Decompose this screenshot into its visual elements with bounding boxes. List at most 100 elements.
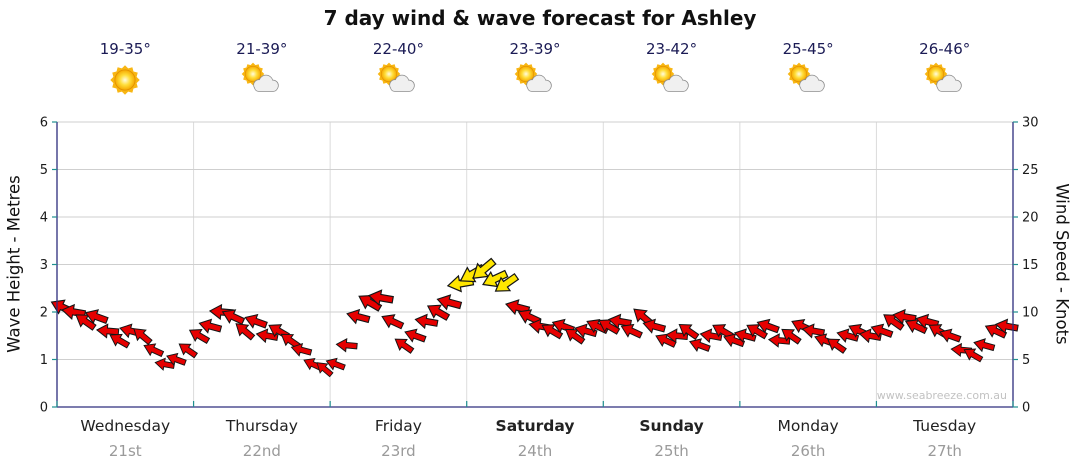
wind-arrow — [939, 328, 962, 343]
day-name-label: Saturday — [496, 417, 575, 435]
page-title: 7 day wind & wave forecast for Ashley — [323, 6, 757, 30]
wind-arrow — [870, 323, 894, 339]
wind-arrow — [746, 324, 768, 340]
sun-behind-cloud-icon — [924, 62, 962, 92]
wind-arrow — [280, 333, 301, 350]
wind-arrow — [166, 352, 187, 366]
right-axis-tick-label: 25 — [1022, 163, 1039, 178]
wind-arrow — [109, 333, 131, 349]
cloud-icon — [935, 74, 962, 92]
temperature-range: 19-35° — [99, 40, 151, 58]
day-date-label: 26th — [791, 442, 825, 460]
right-axis-tick-label: 0 — [1022, 401, 1030, 416]
left-axis-tick-label: 3 — [40, 258, 48, 273]
wind-arrow — [678, 323, 700, 340]
wind-arrow — [188, 329, 211, 344]
right-axis-tick-label: 10 — [1022, 306, 1039, 321]
cloud-icon — [389, 74, 416, 92]
wind-arrow — [335, 338, 358, 353]
sun-icon — [110, 65, 140, 95]
day-date-label: 25th — [654, 442, 688, 460]
wind-arrow — [290, 342, 313, 357]
day-forecast-header: 23-42° — [622, 40, 722, 103]
day-name-label: Thursday — [225, 417, 298, 435]
wind-arrow — [472, 257, 497, 279]
wind-arrow — [95, 323, 120, 339]
day-forecast-header: 23-39° — [485, 40, 585, 103]
wind-arrow — [689, 338, 711, 352]
wind-arrow — [756, 318, 780, 334]
left-axis-tick-label: 4 — [40, 211, 48, 226]
left-axis-tick-label: 5 — [40, 163, 48, 178]
day-name-label: Sunday — [639, 417, 703, 435]
sun-icon — [651, 62, 674, 86]
wind-arrow — [517, 309, 542, 325]
left-axis-tick-label: 0 — [40, 401, 48, 416]
left-axis-tick-label: 1 — [40, 353, 48, 368]
wind-arrow — [325, 357, 346, 371]
day-date-label: 27th — [927, 442, 961, 460]
day-name-label: Tuesday — [912, 417, 976, 435]
wind-arrow — [801, 323, 826, 339]
wind-arrow — [827, 338, 847, 354]
day-forecast-header: 21-39° — [212, 40, 312, 103]
right-axis-tick-label: 5 — [1022, 353, 1030, 368]
wind-arrow — [712, 324, 734, 340]
sun-behind-cloud-icon — [241, 62, 279, 92]
day-name-label: Monday — [778, 417, 839, 435]
right-axis-tick-label: 15 — [1022, 258, 1039, 273]
left-axis-title: Wave Height - Metres — [4, 175, 24, 353]
wind-arrow — [892, 308, 917, 325]
sun-icon — [110, 65, 140, 95]
sun-behind-cloud-icon — [651, 62, 689, 92]
right-axis-tick-label: 30 — [1022, 116, 1039, 131]
sun-icon — [514, 62, 538, 86]
wind-arrow — [426, 304, 451, 321]
wind-arrow — [482, 269, 509, 288]
wind-arrow — [642, 318, 667, 334]
day-date-label: 24th — [518, 442, 552, 460]
day-forecast-header: 26-46° — [895, 40, 995, 103]
temperature-range: 23-42° — [646, 40, 698, 58]
wind-arrow — [620, 323, 643, 339]
wind-arrow — [75, 314, 97, 331]
wind-arrow — [607, 313, 632, 330]
wind-arrow — [883, 314, 905, 331]
temperature-range: 22-40° — [372, 40, 424, 58]
wind-arrow — [733, 328, 757, 343]
day-forecast-header: 22-40° — [348, 40, 448, 103]
wind-arrow — [973, 338, 996, 353]
day-name-label: Friday — [375, 417, 422, 435]
temperature-range: 25-45° — [782, 40, 834, 58]
cloud-icon — [799, 74, 825, 92]
wind-arrow — [198, 318, 223, 334]
wind-arrow — [235, 323, 256, 341]
day-date-label: 21st — [109, 442, 142, 460]
wind-arrow — [178, 343, 198, 359]
temperature-range: 26-46° — [919, 40, 971, 58]
wind-arrow — [244, 313, 268, 329]
wind-arrow — [143, 343, 165, 358]
wind-arrow — [494, 272, 520, 292]
wind-arrow — [84, 309, 109, 325]
day-date-label: 22nd — [243, 442, 281, 460]
sun-behind-cloud-icon — [787, 62, 825, 92]
day-forecast-header: 25-45° — [758, 40, 858, 103]
sun-icon — [924, 62, 948, 86]
wind-arrow — [221, 309, 246, 325]
wind-arrow — [394, 338, 415, 354]
right-axis-title: Wind Speed - Knots — [1052, 183, 1072, 345]
temperature-range: 23-39° — [509, 40, 561, 58]
day-date-label: 23rd — [381, 442, 416, 460]
wind-arrow — [316, 362, 334, 378]
wind-arrow — [367, 289, 394, 307]
left-axis-tick-label: 2 — [40, 306, 48, 321]
wind-arrow — [564, 328, 586, 345]
wind-arrow — [781, 328, 802, 345]
wind-arrow — [541, 324, 564, 340]
cloud-icon — [526, 74, 552, 92]
sun-behind-cloud-icon — [378, 62, 416, 92]
day-name-label: Wednesday — [80, 417, 170, 435]
